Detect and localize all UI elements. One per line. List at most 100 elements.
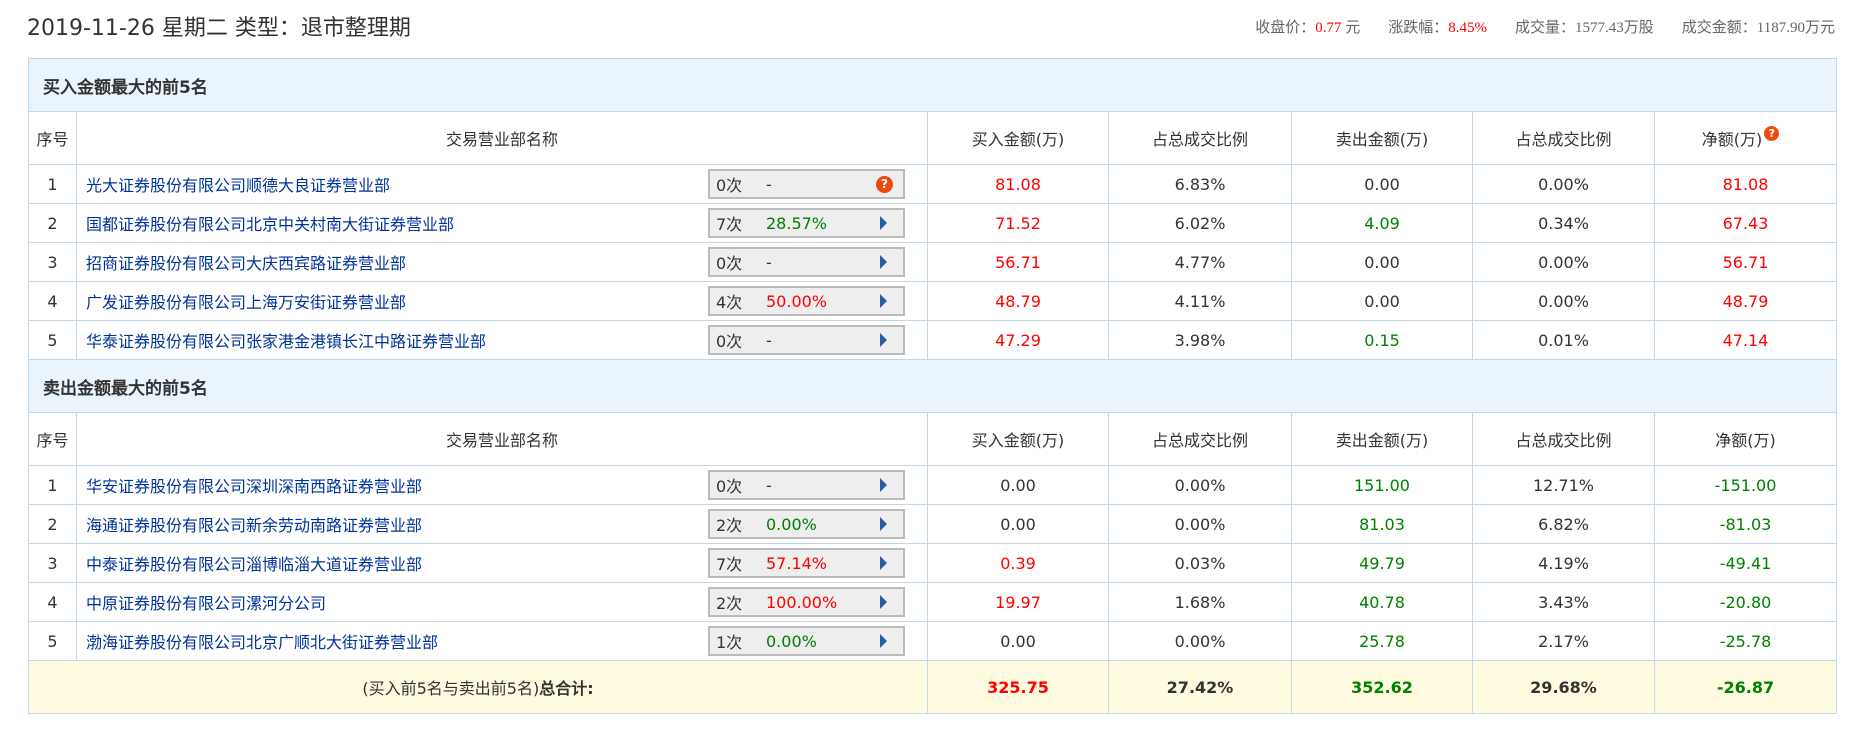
table-row: 4 中原证券股份有限公司漯河分公司 2次 100.00% 19.97 1.68% 40.78… [28, 582, 1838, 622]
total-label-bold: 总合计: [539, 679, 594, 698]
triangle-right-icon[interactable] [880, 255, 887, 269]
branch-cell: 中原证券股份有限公司漯河分公司 2次 100.00% [76, 582, 928, 622]
sell-ratio: 4.19% [1472, 543, 1655, 583]
branch-link[interactable]: 中原证券股份有限公司漯河分公司 [86, 594, 327, 613]
total-sell-ratio: 29.68% [1472, 660, 1655, 714]
column-header: 交易营业部名称 [76, 412, 928, 466]
row-number: 5 [28, 320, 77, 360]
branch-cell: 国都证券股份有限公司北京中关村南大街证券营业部 7次 28.57% [76, 203, 928, 243]
row-number: 3 [28, 242, 77, 282]
win-rate: - [766, 475, 772, 495]
history-detail-button[interactable]: 1次 0.00% [708, 626, 905, 656]
buy-ratio: 4.11% [1108, 281, 1292, 321]
net-amount: -20.80 [1653, 582, 1838, 622]
column-header: 占总成交比例 [1108, 111, 1292, 165]
triangle-right-icon[interactable] [880, 556, 887, 570]
row-number: 4 [28, 281, 77, 321]
net-amount: -25.78 [1653, 621, 1838, 661]
column-header-label: 占总成交比例 [1151, 130, 1248, 149]
top-bar: 2019-11-26 星期二 类型：退市整理期 收盘价：0.77 元 涨跌幅：8.… [27, 8, 1835, 44]
appearance-count: 0次 [716, 176, 743, 195]
triangle-right-icon[interactable] [880, 294, 887, 308]
buy-amount: 48.79 [927, 281, 1109, 321]
buy-ratio: 3.98% [1108, 320, 1292, 360]
buy-amount: 0.00 [927, 621, 1109, 661]
column-header: 占总成交比例 [1472, 412, 1655, 466]
net-amount: -151.00 [1653, 465, 1838, 505]
row-number: 2 [28, 203, 77, 243]
history-detail-button[interactable]: 0次 -? [708, 169, 905, 199]
column-header: 净额(万) [1653, 412, 1838, 466]
history-detail-button[interactable]: 2次 100.00% [708, 587, 905, 617]
branch-link[interactable]: 中泰证券股份有限公司淄博临淄大道证券营业部 [86, 555, 423, 574]
buy-ratio: 4.77% [1108, 242, 1292, 282]
buy-ratio: 6.02% [1108, 203, 1292, 243]
question-icon[interactable]: ? [1764, 126, 1780, 141]
stat-item: 成交金额：1187.90万元 [1682, 16, 1835, 37]
appearance-count: 0次 [716, 332, 743, 351]
branch-link[interactable]: 华泰证券股份有限公司张家港金港镇长江中路证券营业部 [86, 332, 487, 351]
history-detail-button[interactable]: 7次 28.57% [708, 208, 905, 238]
win-rate: - [766, 252, 772, 272]
column-header: 占总成交比例 [1108, 412, 1292, 466]
column-header-label: 占总成交比例 [1151, 431, 1248, 450]
column-header: 买入金额(万) [927, 412, 1109, 466]
triangle-right-icon[interactable] [880, 478, 887, 492]
buy-amount: 71.52 [927, 203, 1109, 243]
stat-unit: 元 [1341, 19, 1361, 36]
branch-link[interactable]: 渤海证券股份有限公司北京广顺北大街证券营业部 [86, 633, 439, 652]
appearance-count: 4次 [716, 293, 743, 312]
section-title: 买入金额最大的前5名 [27, 58, 1838, 112]
triangle-right-icon[interactable] [880, 216, 887, 230]
triangle-right-icon[interactable] [880, 595, 887, 609]
sell-ratio: 0.00% [1472, 242, 1655, 282]
column-header-label: 交易营业部名称 [445, 431, 558, 450]
column-header: 卖出金额(万) [1291, 111, 1473, 165]
buy-amount: 47.29 [927, 320, 1109, 360]
triangle-right-icon[interactable] [880, 634, 887, 648]
branch-cell: 海通证券股份有限公司新余劳动南路证券营业部 2次 0.00% [76, 504, 928, 544]
table-row: 1 华安证券股份有限公司深圳深南西路证券营业部 0次 - 0.00 0.00% 151.00… [28, 465, 1838, 505]
sell-ratio: 2.17% [1472, 621, 1655, 661]
table-row: 4 广发证券股份有限公司上海万安街证券营业部 4次 50.00% 48.79 4.11% 0… [28, 281, 1838, 321]
history-detail-button[interactable]: 0次 - [708, 247, 905, 277]
net-amount: -81.03 [1653, 504, 1838, 544]
stat-item: 成交量：1577.43万股 [1515, 16, 1654, 37]
row-number: 3 [28, 543, 77, 583]
net-amount: 56.71 [1653, 242, 1838, 282]
buy-amount: 0.39 [927, 543, 1109, 583]
triangle-right-icon[interactable] [880, 517, 887, 531]
branch-link[interactable]: 海通证券股份有限公司新余劳动南路证券营业部 [86, 516, 423, 535]
branch-link[interactable]: 国都证券股份有限公司北京中关村南大街证券营业部 [86, 215, 455, 234]
stat-item: 涨跌幅：8.45% [1388, 16, 1487, 37]
total-row: (买入前5名与卖出前5名)总合计: 325.75 27.42% 352.62 29.68… [28, 660, 1838, 714]
column-header-row: 序号 交易营业部名称 买入金额(万) 占总成交比例 卖出金额(万) 占总成交比例 净额(万)… [28, 111, 1838, 165]
sell-ratio: 12.71% [1472, 465, 1655, 505]
column-header: 买入金额(万) [927, 111, 1109, 165]
sell-amount: 151.00 [1291, 465, 1473, 505]
stat-value: 1577.43万股 [1575, 19, 1654, 36]
buy-ratio: 0.00% [1108, 465, 1292, 505]
history-detail-button[interactable]: 7次 57.14% [708, 548, 905, 578]
buy-ratio: 0.00% [1108, 504, 1292, 544]
buy-amount: 81.08 [927, 164, 1109, 204]
history-detail-button[interactable]: 0次 - [708, 470, 905, 500]
triangle-right-icon[interactable] [880, 333, 887, 347]
table-row: 5 渤海证券股份有限公司北京广顺北大街证券营业部 1次 0.00% 0.00 0.00% 2… [28, 621, 1838, 661]
total-buy-ratio: 27.42% [1108, 660, 1292, 714]
buy-amount: 0.00 [927, 465, 1109, 505]
history-detail-button[interactable]: 2次 0.00% [708, 509, 905, 539]
branch-link[interactable]: 招商证券股份有限公司大庆西宾路证券营业部 [86, 254, 407, 273]
branch-link[interactable]: 华安证券股份有限公司深圳深南西路证券营业部 [86, 477, 423, 496]
branch-link[interactable]: 光大证券股份有限公司顺德大良证券营业部 [86, 176, 391, 195]
table-row: 2 国都证券股份有限公司北京中关村南大街证券营业部 7次 28.57% 71.52 6.0… [28, 203, 1838, 243]
branch-link[interactable]: 广发证券股份有限公司上海万安街证券营业部 [86, 293, 407, 312]
column-header-row: 序号 交易营业部名称 买入金额(万) 占总成交比例 卖出金额(万) 占总成交比例 净额(万) [28, 412, 1838, 466]
history-detail-button[interactable]: 0次 - [708, 325, 905, 355]
net-amount: 48.79 [1653, 281, 1838, 321]
row-number: 2 [28, 504, 77, 544]
question-icon[interactable]: ? [876, 175, 893, 193]
sell-amount: 81.03 [1291, 504, 1473, 544]
history-detail-button[interactable]: 4次 50.00% [708, 286, 905, 316]
win-rate: 0.00% [766, 514, 817, 534]
